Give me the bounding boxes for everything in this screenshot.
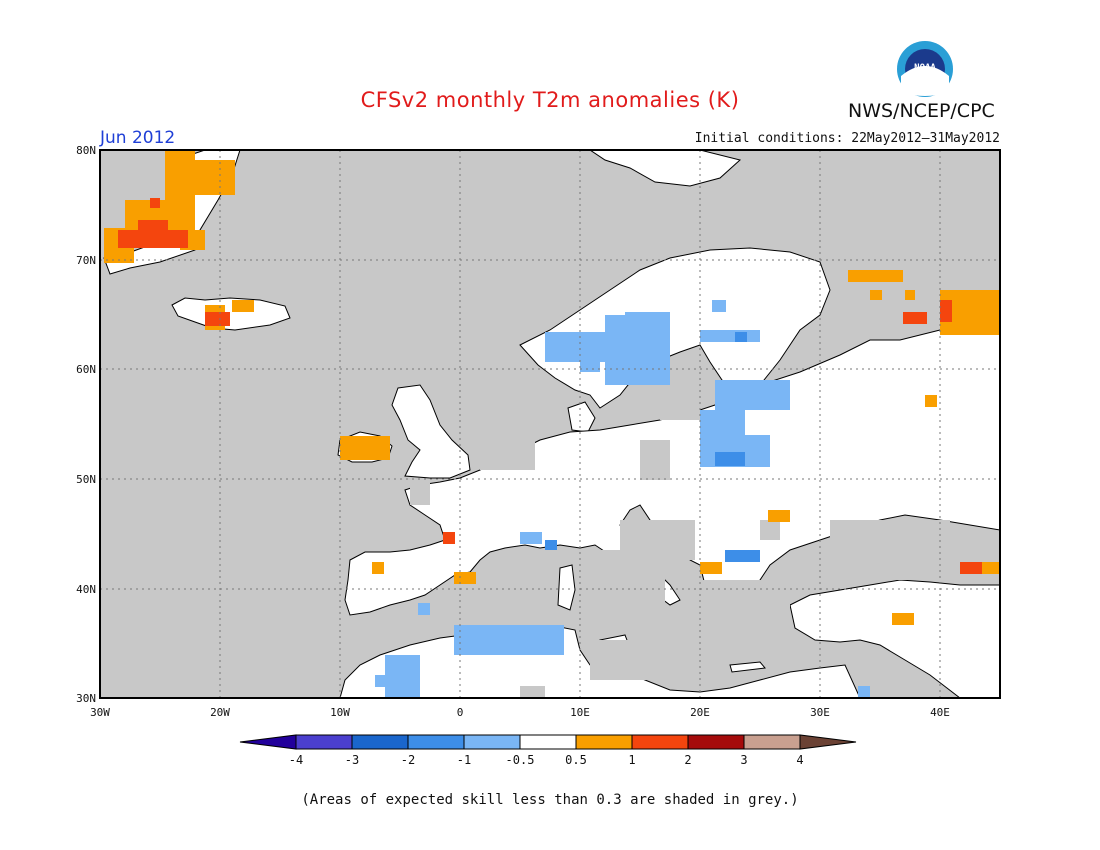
- anomaly-patches: [104, 150, 1000, 698]
- colorbar-swatch: [631, 734, 689, 750]
- colorbar-label: -1: [457, 753, 471, 767]
- colorbar-min-arrow: [239, 734, 297, 750]
- skill-footnote: (Areas of expected skill less than 0.3 a…: [301, 792, 799, 808]
- lon-tick-label: 0: [457, 706, 464, 719]
- lat-tick-label: 30N: [76, 692, 96, 705]
- colorbar-label: -3: [345, 753, 359, 767]
- great-britain-land: [391, 384, 471, 479]
- colorbar-label: 2: [684, 753, 691, 767]
- iceland-land: [171, 297, 291, 331]
- lon-tick-label: 20E: [690, 706, 710, 719]
- colorbar-label: -2: [401, 753, 415, 767]
- lon-tick-label: 10E: [570, 706, 590, 719]
- colorbar-label: 3: [740, 753, 747, 767]
- lon-tick-label: 10W: [330, 706, 350, 719]
- crete-land: [729, 661, 766, 673]
- chart-title: CFSv2 monthly T2m anomalies (K): [360, 88, 740, 112]
- lon-tick-label: 20W: [210, 706, 230, 719]
- lat-axis: 80N 70N 60N 50N 40N 30N: [76, 144, 96, 705]
- colorbar-label: 0.5: [565, 753, 587, 767]
- lon-axis: 30W 20W 10W 0 10E 20E 30E 40E: [90, 706, 950, 719]
- colorbar-swatch: [463, 734, 521, 750]
- colorbar-swatch: [575, 734, 633, 750]
- svalbard-land: [589, 150, 742, 187]
- noaa-logo-text: NOAA: [914, 63, 936, 73]
- colorbar: -4 -3 -2 -1 -0.5 0.5 1 2 3 4: [239, 734, 857, 767]
- colorbar-swatch: [351, 734, 409, 750]
- colorbar-swatch: [407, 734, 465, 750]
- turkey-land: [789, 579, 1000, 698]
- land-masses: [103, 150, 1000, 698]
- colorbar-swatch: [687, 734, 745, 750]
- corsica-sardinia-land: [557, 564, 576, 611]
- colorbar-max-arrow: [799, 734, 857, 750]
- lat-tick-label: 50N: [76, 473, 96, 486]
- colorbar-label: -0.5: [506, 753, 535, 767]
- lon-tick-label: 40E: [930, 706, 950, 719]
- colorbar-label: 4: [796, 753, 803, 767]
- lat-tick-label: 60N: [76, 363, 96, 376]
- colorbar-label: -4: [289, 753, 303, 767]
- low-skill-shading: [410, 290, 950, 698]
- lon-tick-label: 30W: [90, 706, 110, 719]
- denmark-land: [567, 401, 596, 433]
- initial-conditions: Initial conditions: 22May2012–31May2012: [694, 131, 1000, 146]
- colorbar-label: 1: [628, 753, 635, 767]
- lat-tick-label: 40N: [76, 583, 96, 596]
- gridlines: [100, 150, 1000, 698]
- colorbar-swatch: [743, 734, 801, 750]
- colorbar-swatch: [295, 734, 353, 750]
- colorbar-swatch: [519, 734, 577, 750]
- agency-label: NWS/NCEP/CPC: [848, 100, 995, 122]
- valid-month: Jun 2012: [100, 128, 176, 148]
- noaa-logo: NOAA: [893, 40, 957, 98]
- lat-tick-label: 70N: [76, 254, 96, 267]
- lon-tick-label: 30E: [810, 706, 830, 719]
- lat-tick-label: 80N: [76, 144, 96, 157]
- map-frame: [99, 149, 1001, 699]
